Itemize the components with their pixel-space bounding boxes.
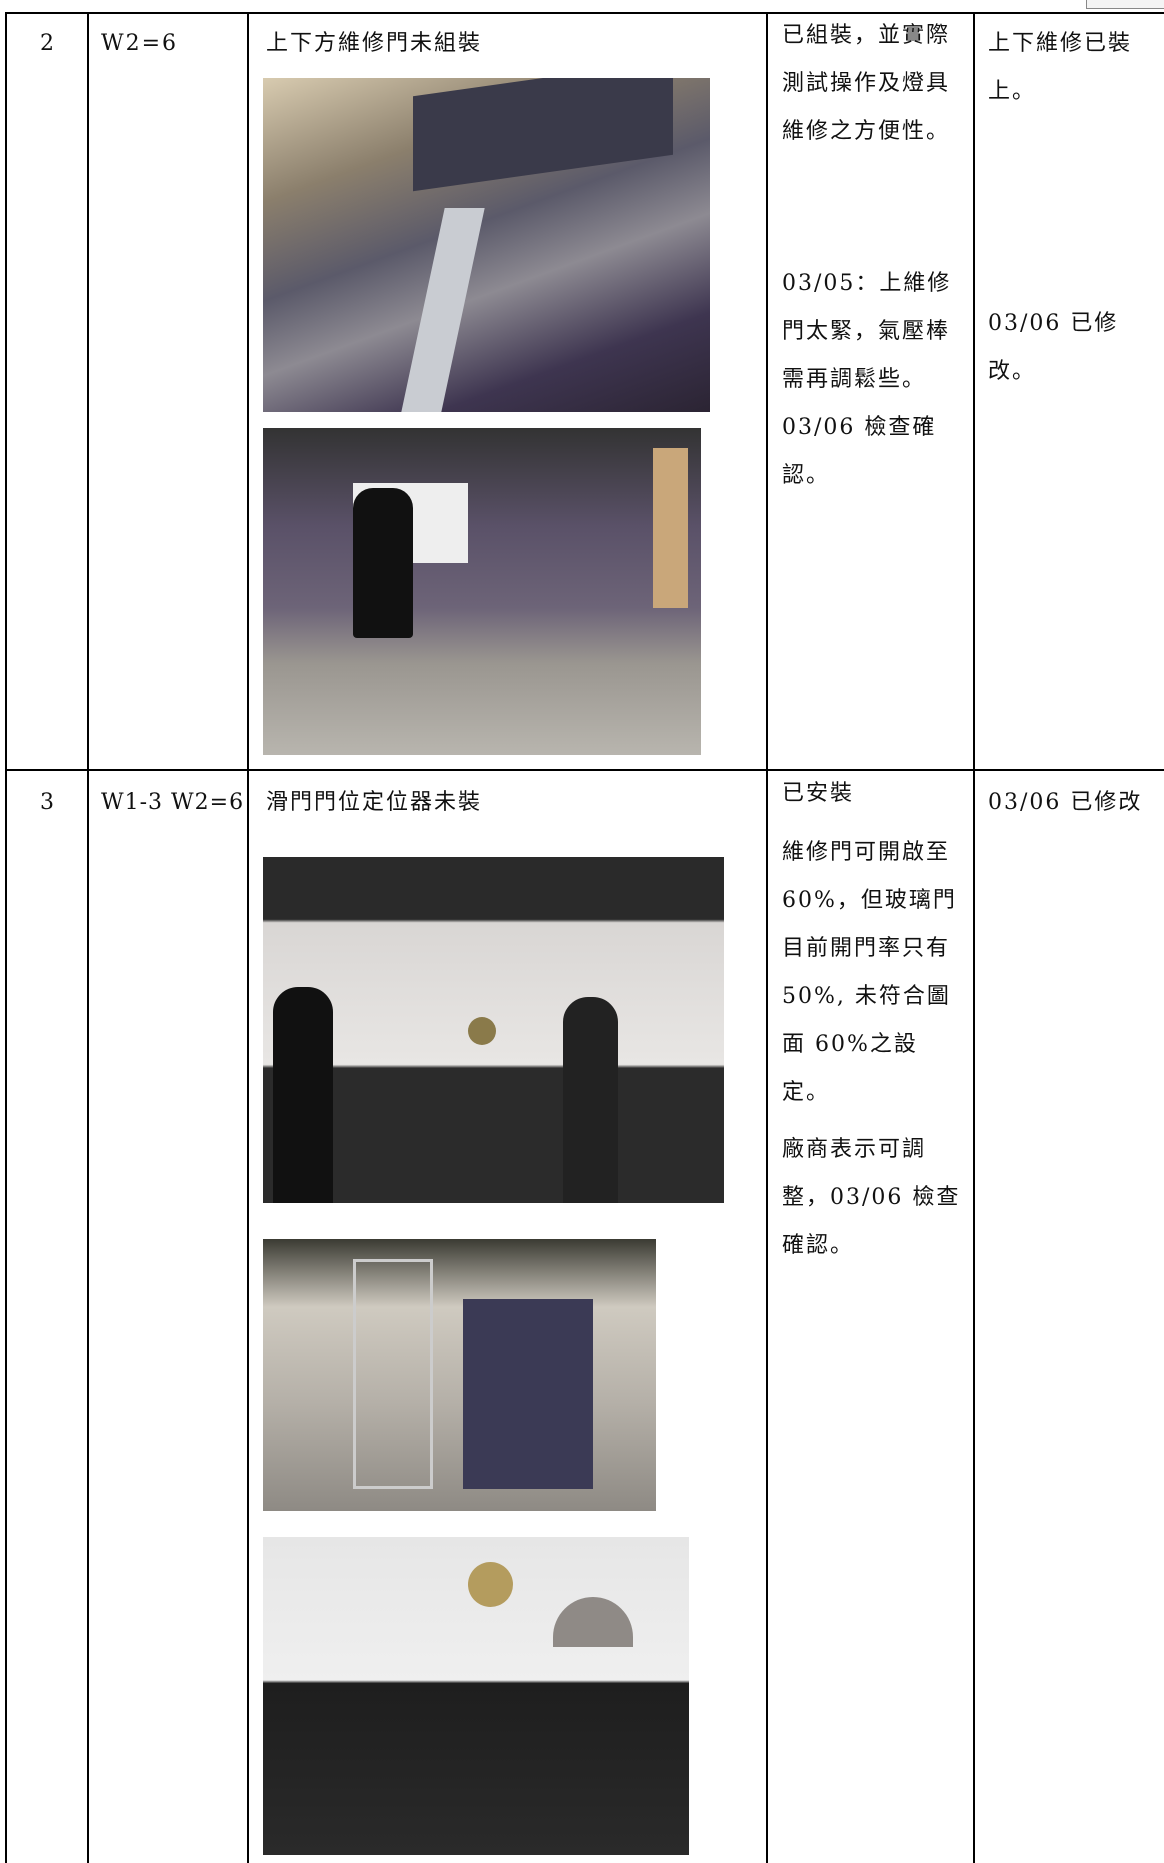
corner-box	[1086, 0, 1164, 9]
photo	[263, 428, 701, 755]
response: 維修門可開啟至 60%，但玻璃門目前開門率只有 50%, 未符合圖面 60%之設…	[782, 840, 957, 1105]
location: W2=6	[101, 31, 179, 56]
border	[247, 12, 249, 1863]
border	[973, 12, 975, 1863]
border	[5, 12, 1164, 14]
issue: 滑門門位定位器未裝	[266, 790, 483, 815]
photo-detail	[413, 78, 673, 192]
photo	[263, 857, 724, 1203]
issue: 上下方維修門未組裝	[266, 31, 483, 56]
response: 已安裝	[782, 781, 855, 806]
response: 03/05：上維修門太緊，氣壓棒需再調鬆些。03/06 檢查確認。	[782, 271, 952, 488]
row-number: 2	[40, 31, 56, 56]
response: 廠商表示可調整，03/06 檢查確認。	[782, 1137, 961, 1258]
result: 03/06 已修改	[988, 790, 1143, 815]
photo-detail	[553, 1597, 633, 1647]
photo-detail	[653, 448, 688, 608]
border	[5, 12, 7, 1863]
row-number: 3	[40, 790, 56, 815]
border	[5, 769, 1164, 771]
location: W1-3 W2=6	[101, 790, 245, 815]
photo-detail	[353, 488, 413, 638]
photo-detail	[353, 1259, 433, 1489]
photo-detail	[563, 997, 618, 1203]
photo	[263, 78, 710, 412]
photo	[263, 1239, 656, 1511]
result: 上下維修已裝上。	[988, 31, 1133, 104]
border	[87, 12, 89, 1863]
photo-detail	[401, 208, 485, 412]
border	[766, 12, 768, 1863]
photo-detail	[463, 1299, 593, 1489]
photo-detail	[273, 987, 333, 1203]
photo-detail	[468, 1562, 513, 1607]
result: 03/06 已修改。	[988, 311, 1119, 384]
response: 已組裝，並實際測試操作及燈具維修之方便性。	[782, 23, 951, 144]
photo	[263, 1537, 689, 1855]
photo-detail	[468, 1017, 496, 1045]
